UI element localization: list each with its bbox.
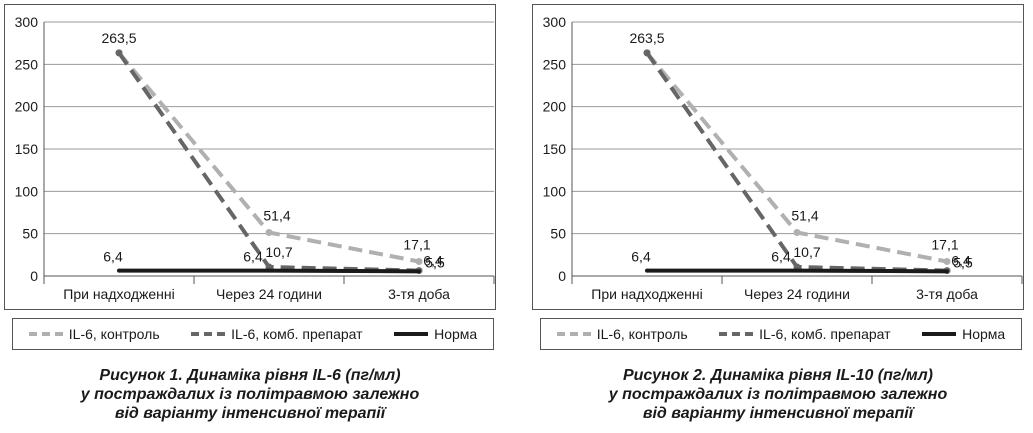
x-tick-label: 3-тя доба <box>388 286 450 302</box>
data-point-combined <box>115 49 123 57</box>
data-label: 10,7 <box>793 244 820 260</box>
data-label: 51,4 <box>263 207 290 223</box>
figure-2: 0 50 100 150 200 250 300 При надходженні Через 2… <box>528 0 1028 433</box>
y-tick-label: 100 <box>15 183 39 199</box>
data-label: 6,4 <box>423 253 443 269</box>
x-tick-label: При надходженні <box>63 286 174 302</box>
y-tick-label: 250 <box>15 56 39 72</box>
data-label: 51,4 <box>791 207 818 223</box>
y-tick-label: 0 <box>30 268 38 284</box>
data-point-control <box>415 258 423 266</box>
legend-item-combined: IL-6, комб. препарат <box>191 326 363 342</box>
data-label: 17,1 <box>931 237 958 253</box>
figure-1: 0 50 100 150 200 250 300 При надходженні Через 2… <box>0 0 500 433</box>
y-tick-label: 300 <box>15 14 39 30</box>
legend-label: IL-6, контроль <box>68 326 160 342</box>
data-point-control <box>943 258 951 266</box>
plot-frame <box>532 4 1024 310</box>
caption-line: від варіанту інтенсивної терапії <box>114 405 386 422</box>
legend-label: IL-6, комб. препарат <box>231 326 363 342</box>
chart-1: 0 50 100 150 200 250 300 При надходженні Через 2… <box>15 14 495 302</box>
y-tick-label: 200 <box>15 99 39 115</box>
plot-frame <box>4 4 496 310</box>
data-point-norm <box>645 268 649 273</box>
y-tick-label: 50 <box>22 226 38 242</box>
data-point-norm <box>945 269 949 274</box>
x-tick-label: При надходженні <box>591 286 702 302</box>
data-label: 6,4 <box>631 249 651 265</box>
data-label: 263,5 <box>101 30 136 46</box>
chart-2: 0 50 100 150 200 250 300 При надходженні Через 2… <box>543 14 1023 302</box>
y-tick-label: 250 <box>543 56 567 72</box>
legend-swatch-norm <box>922 332 957 336</box>
figure-caption: Рисунок 2. Динаміка рівня IL-10 (пг/мл) … <box>528 366 1028 423</box>
legend: IL-6, контроль IL-6, комб. препарат Норм… <box>12 318 494 350</box>
y-tick-label: 100 <box>543 183 567 199</box>
caption-line: Рисунок 1. Динаміка рівня IL-6 (пг/мл) <box>99 367 401 384</box>
y-tick-label: 50 <box>550 226 566 242</box>
legend-label: IL-6, комб. препарат <box>759 326 891 342</box>
legend-swatch-norm <box>394 332 429 336</box>
data-label: 6,4 <box>951 253 971 269</box>
data-label: 6,4 <box>103 249 123 265</box>
x-tick-label: Через 24 години <box>744 286 850 302</box>
data-label: 6,4 <box>243 249 263 265</box>
caption-line: у постраждалих із політравмою залежно <box>80 386 420 403</box>
series-line-combined <box>117 51 420 273</box>
x-tick-label: 3-тя доба <box>916 286 978 302</box>
y-tick-label: 150 <box>15 141 39 157</box>
y-tick-label: 200 <box>543 99 567 115</box>
legend-swatch-control <box>556 332 591 336</box>
data-point-norm <box>417 269 421 274</box>
legend-item-control: IL-6, контроль <box>556 326 688 342</box>
y-tick-label: 0 <box>558 268 566 284</box>
data-label: 17,1 <box>403 237 430 253</box>
legend-label: Норма <box>962 326 1006 342</box>
legend-label: Норма <box>434 326 478 342</box>
caption-line: від варіанту інтенсивної терапії <box>642 405 914 422</box>
data-label: 5,5 <box>953 254 973 270</box>
data-label: 263,5 <box>629 30 664 46</box>
data-point-norm <box>117 268 121 273</box>
data-point-norm <box>795 268 799 273</box>
legend-item-control: IL-6, контроль <box>28 326 160 342</box>
data-label: 6,4 <box>771 249 791 265</box>
data-label: 10,7 <box>265 244 292 260</box>
caption-line: у постраждалих із політравмою залежно <box>608 386 948 403</box>
legend: IL-6, контроль IL-6, комб. препарат Норм… <box>540 318 1022 350</box>
data-point-norm <box>267 268 271 273</box>
legend-swatch-combined <box>719 332 754 336</box>
legend-item-combined: IL-6, комб. препарат <box>719 326 891 342</box>
data-point-combined <box>643 49 651 57</box>
y-tick-label: 150 <box>543 141 567 157</box>
legend-swatch-combined <box>191 332 226 336</box>
legend-item-norm: Норма <box>922 326 1005 342</box>
x-tick-label: Через 24 години <box>216 286 322 302</box>
y-tick-label: 300 <box>543 14 567 30</box>
caption-line: Рисунок 2. Динаміка рівня IL-10 (пг/мл) <box>622 367 934 384</box>
legend-label: IL-6, контроль <box>596 326 688 342</box>
legend-item-norm: Норма <box>394 326 477 342</box>
series-line-combined <box>645 51 948 273</box>
legend-swatch-control <box>28 332 63 336</box>
data-point-control <box>793 228 801 236</box>
figure-caption: Рисунок 1. Динаміка рівня IL-6 (пг/мл) у… <box>0 366 500 423</box>
data-label: 5,5 <box>425 254 445 270</box>
data-point-control <box>265 228 273 236</box>
